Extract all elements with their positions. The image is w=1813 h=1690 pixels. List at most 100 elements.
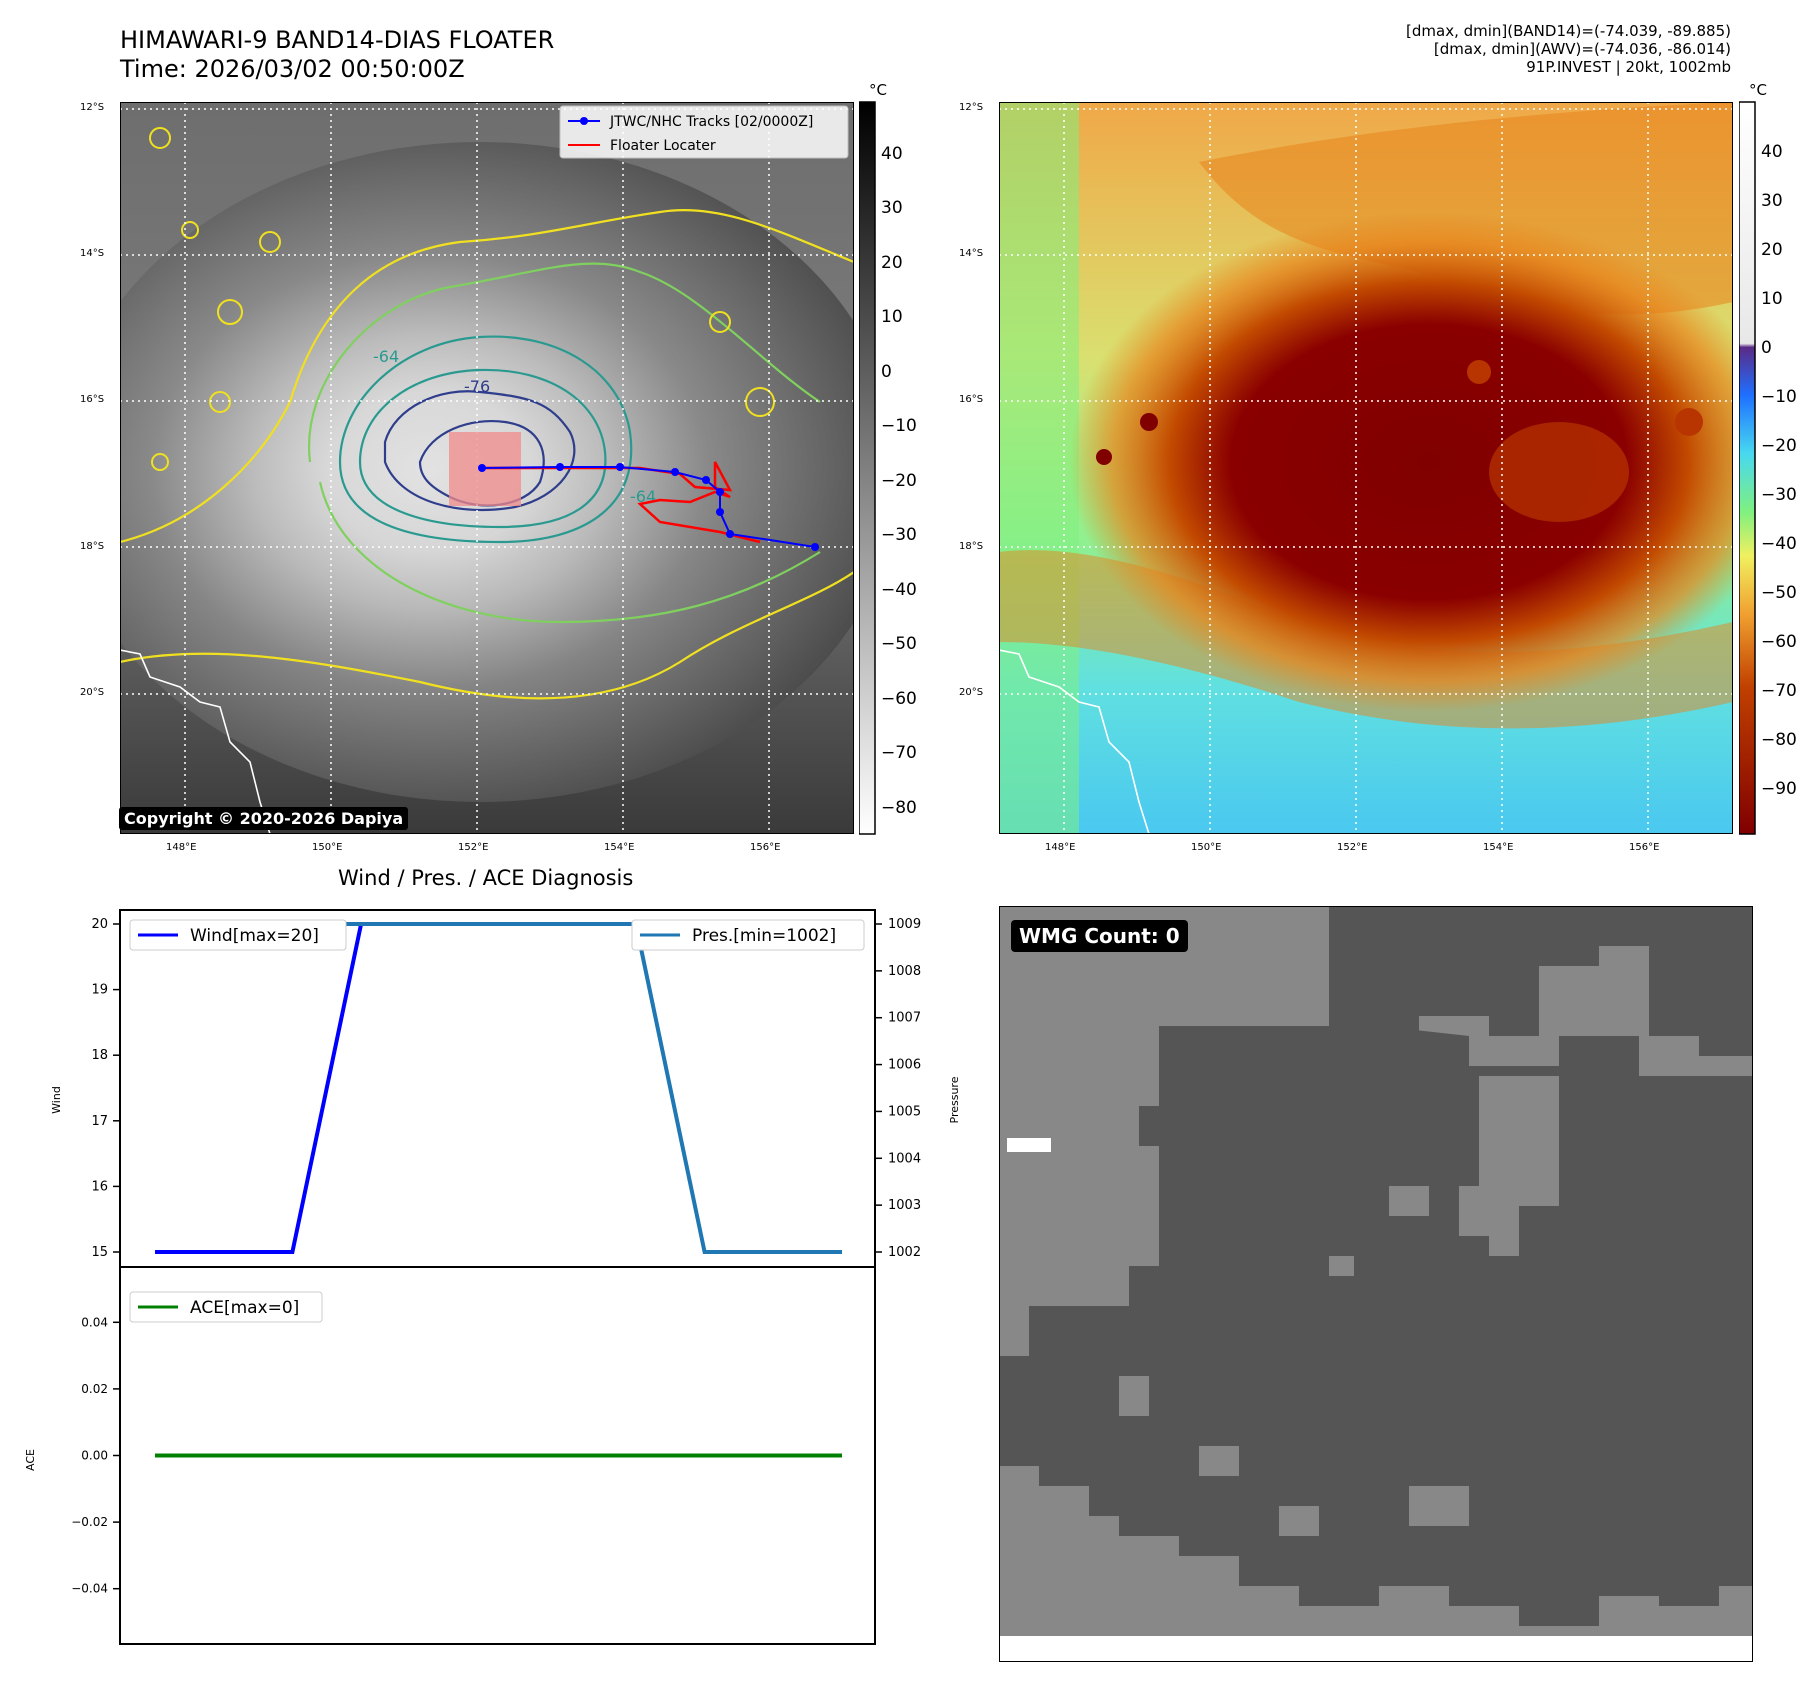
title-satellite: HIMAWARI-9 BAND14-DIAS FLOATER — [120, 26, 555, 54]
wind-tick-label: 15 — [91, 1245, 108, 1260]
pres-tick-label: 1006 — [888, 1058, 921, 1073]
awv-lon-label: 156°E — [1629, 842, 1660, 853]
awv-cb-tick: −10 — [1761, 387, 1797, 407]
ir-lon-label: 156°E — [750, 842, 781, 853]
wind-tick-label: 20 — [91, 917, 108, 932]
ir-lat-label: 14°S — [80, 248, 105, 259]
awv-lon-label: 152°E — [1337, 842, 1368, 853]
jtwc-track-points — [478, 463, 819, 551]
pres-tick-label: 1007 — [888, 1011, 921, 1026]
legend-pres-label: Pres.[min=1002] — [692, 926, 836, 946]
ace-tick-label: 0.02 — [81, 1382, 108, 1396]
wind-series-line — [155, 922, 842, 1254]
copyright-badge: Copyright © 2020-2026 Dapiya — [119, 807, 409, 830]
pres-tick-label: 1005 — [888, 1104, 921, 1119]
awv-cb-tick: 10 — [1761, 289, 1783, 309]
contour-label: -64 — [373, 347, 399, 366]
wind-ylabel: Wind — [50, 1086, 63, 1114]
ir-cb-tick: 0 — [881, 362, 892, 382]
awv-map-panel — [999, 102, 1733, 834]
legend-floater-label: Floater Locater — [610, 138, 716, 154]
pres-series-line — [155, 922, 842, 1254]
ir-cb-tick: 40 — [881, 144, 903, 164]
awv-cb-tick: 20 — [1761, 240, 1783, 260]
pres-tick-label: 1009 — [888, 917, 921, 932]
ir-lat-label: 20°S — [80, 687, 105, 698]
ace-tick-label: 0.00 — [81, 1449, 108, 1463]
awv-lat-label: 12°S — [959, 102, 984, 113]
ir-cb-tick: −20 — [881, 471, 917, 491]
awv-cb-tick: 30 — [1761, 191, 1783, 211]
awv-cb-tick: −50 — [1761, 583, 1797, 603]
colorbar-unit: °C — [1749, 81, 1767, 99]
awv-lat-label: 16°S — [959, 394, 984, 405]
ace-tick-label: −0.04 — [71, 1582, 108, 1596]
figure-title: HIMAWARI-9 BAND14-DIAS FLOATER Time: 202… — [120, 26, 554, 84]
wind-tick-label: 19 — [91, 983, 108, 998]
meta-band14: [dmax, dmin](BAND14)=(-74.039, -89.885) — [1406, 22, 1731, 40]
ace-legend: ACE[max=0] — [129, 1291, 323, 1323]
wind-tick-label: 16 — [91, 1179, 108, 1194]
figure-metadata: [dmax, dmin](BAND14)=(-74.039, -89.885) … — [1406, 22, 1731, 76]
awv-cb-tick: 40 — [1761, 142, 1783, 162]
ir-lon-label: 154°E — [604, 842, 635, 853]
ir-cb-tick: −80 — [881, 798, 917, 818]
colorbar-unit: °C — [869, 81, 887, 99]
ir-cb-tick: −30 — [881, 525, 917, 545]
ir-cb-tick: −40 — [881, 580, 917, 600]
ir-cb-tick: 10 — [881, 307, 903, 327]
ir-colorbar: °C 40 30 20 10 0 −10 −20 −30 −40 −50 −60… — [859, 81, 917, 835]
diag-title: Wind / Pres. / ACE Diagnosis — [338, 866, 634, 890]
ace-tick-label: 0.04 — [81, 1315, 108, 1329]
wmg-panel — [999, 906, 1753, 1662]
ir-cb-tick: −70 — [881, 743, 917, 763]
wind-legend: Wind[max=20] — [129, 919, 347, 951]
ir-map-panel: -64 -76 -64 JTWC/NHC Tracks [02/0000Z] F… — [120, 102, 854, 834]
ace-tick-label: −0.02 — [71, 1515, 108, 1529]
awv-cb-tick: −90 — [1761, 779, 1797, 799]
wind-tick-label: 18 — [91, 1048, 108, 1063]
awv-lon-label: 148°E — [1045, 842, 1076, 853]
title-time: Time: 2026/03/02 00:50:00Z — [120, 55, 465, 83]
jtwc-track-line — [481, 466, 816, 548]
awv-colorbar: °C 40 30 20 10 0 −10 −20 −30 −40 −50 −60… — [1739, 81, 1797, 835]
pres-ylabel: Pressure — [948, 1076, 961, 1123]
awv-lon-label: 154°E — [1483, 842, 1514, 853]
wind-tick-label: 17 — [91, 1114, 108, 1129]
diagnosis-chart: Wind Pressure ACE 20 19 18 17 16 15 1009 1008 1… — [24, 909, 961, 1645]
wmg-count-badge: WMG Count: 0 — [1011, 920, 1188, 952]
awv-lon-label: 150°E — [1191, 842, 1222, 853]
awv-cb-tick: 0 — [1761, 338, 1772, 358]
legend-ace-label: ACE[max=0] — [190, 1298, 299, 1318]
awv-lat-label: 20°S — [959, 687, 984, 698]
pres-tick-label: 1003 — [888, 1198, 921, 1213]
awv-cb-tick: −70 — [1761, 681, 1797, 701]
ir-lat-label: 16°S — [80, 394, 105, 405]
ir-cb-tick: −50 — [881, 634, 917, 654]
awv-cb-tick: −60 — [1761, 632, 1797, 652]
pres-tick-label: 1002 — [888, 1245, 921, 1260]
contour-label: -76 — [464, 377, 490, 396]
legend-tracks-label: JTWC/NHC Tracks [02/0000Z] — [609, 114, 813, 130]
pres-tick-label: 1008 — [888, 964, 921, 979]
ir-cb-tick: −10 — [881, 416, 917, 436]
awv-lat-label: 14°S — [959, 248, 984, 259]
ir-cb-tick: 30 — [881, 198, 903, 218]
ir-cb-tick: 20 — [881, 253, 903, 273]
awv-cb-tick: −30 — [1761, 485, 1797, 505]
ir-cb-tick: −60 — [881, 689, 917, 709]
awv-cb-tick: −20 — [1761, 436, 1797, 456]
ir-lon-label: 148°E — [166, 842, 197, 853]
ir-lon-label: 150°E — [312, 842, 343, 853]
awv-cb-tick: −40 — [1761, 534, 1797, 554]
pres-tick-label: 1004 — [888, 1151, 921, 1166]
meta-storm: 91P.INVEST | 20kt, 1002mb — [1526, 58, 1731, 76]
meta-awv: [dmax, dmin](AWV)=(-74.036, -86.014) — [1433, 40, 1731, 58]
ir-lat-label: 18°S — [80, 541, 105, 552]
awv-cb-tick: −80 — [1761, 730, 1797, 750]
ir-legend: JTWC/NHC Tracks [02/0000Z] Floater Locat… — [559, 105, 849, 159]
ir-lon-label: 152°E — [458, 842, 489, 853]
pres-legend: Pres.[min=1002] — [631, 919, 865, 951]
legend-wind-label: Wind[max=20] — [190, 926, 319, 946]
ir-lat-label: 12°S — [80, 102, 105, 113]
